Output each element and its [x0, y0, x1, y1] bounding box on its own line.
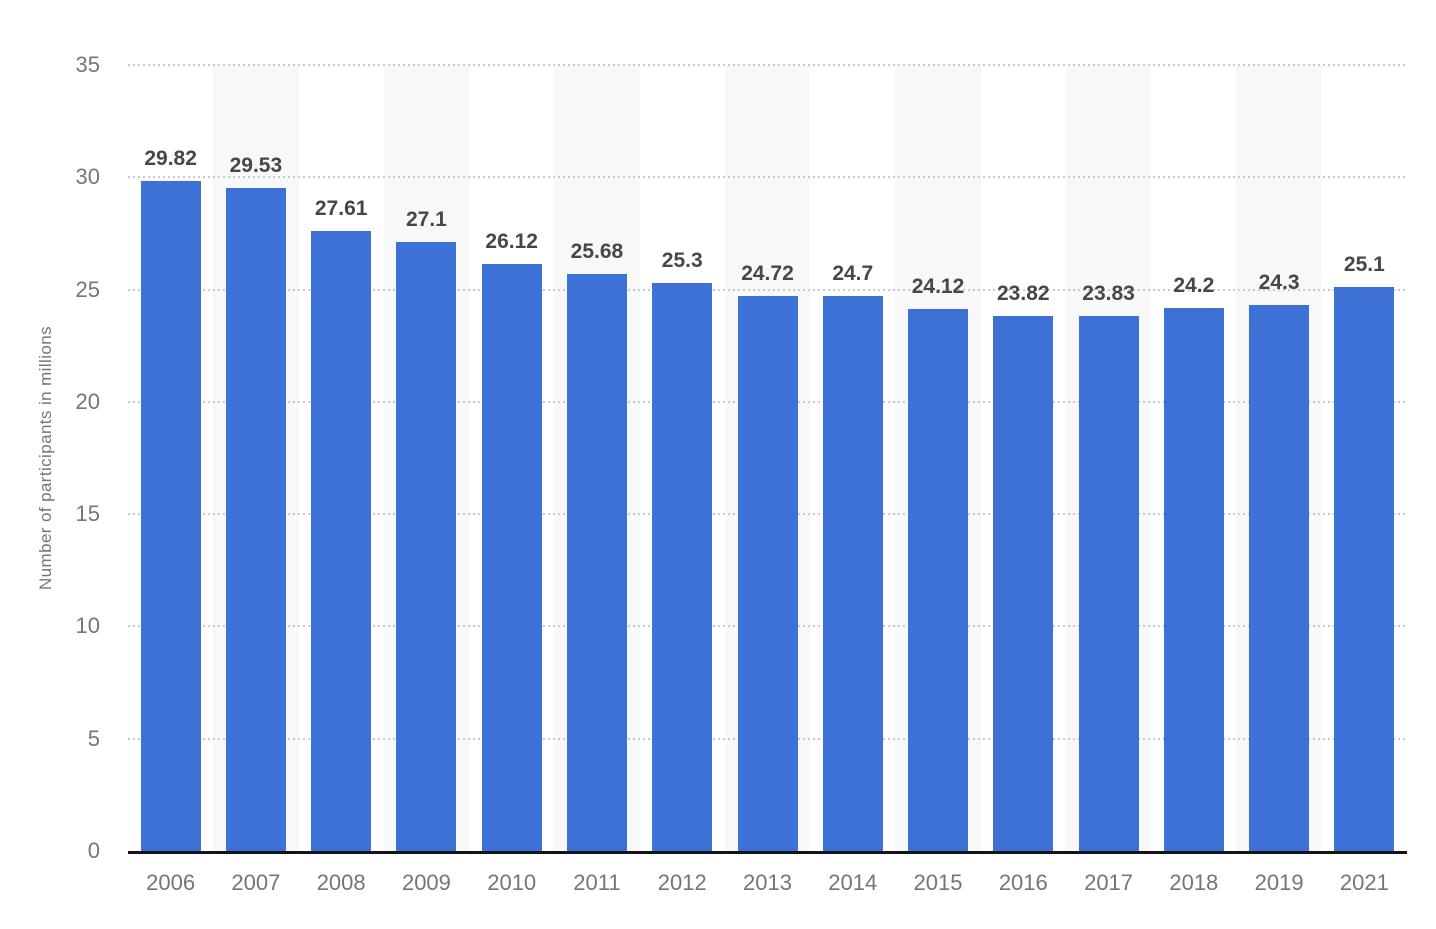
bar-2021 — [1334, 287, 1395, 851]
x-axis-tick-label: 2017 — [1084, 870, 1134, 895]
x-axis-tick-label: 2007 — [231, 870, 281, 895]
bar-value-label: 25.3 — [661, 248, 703, 272]
bar-2017 — [1078, 315, 1139, 851]
bar-value-label: 29.53 — [229, 153, 283, 177]
x-axis-tick-label: 2013 — [743, 870, 792, 895]
x-axis-tick-label: 2010 — [487, 870, 537, 895]
y-axis-tick-label: 25 — [75, 276, 100, 302]
bar-2019 — [1249, 305, 1310, 851]
bar-2018 — [1163, 307, 1224, 851]
x-axis-tick-label: 2016 — [998, 870, 1048, 895]
x-axis-tick-label: 2019 — [1254, 870, 1304, 895]
bar-2015 — [908, 309, 969, 851]
bar-value-label: 25.1 — [1343, 253, 1385, 277]
bar-2008 — [311, 230, 372, 851]
x-axis-tick-label: 2008 — [316, 870, 366, 895]
plot-area: 0 5 10 15 20 25 30 35 29.82 2006 29.53 2007 27.61 200… — [76, 54, 1407, 895]
bar-value-label: 24.72 — [741, 261, 794, 285]
bar-2011 — [566, 274, 627, 851]
y-axis-tick-label: 5 — [87, 725, 100, 751]
bar-2012 — [652, 282, 713, 851]
bar-value-label: 27.61 — [314, 196, 368, 220]
bar-value-label: 24.12 — [911, 275, 965, 299]
bar-2007 — [225, 187, 286, 851]
bar-2006 — [140, 181, 201, 851]
bar-value-label: 25.68 — [570, 240, 624, 264]
y-axis-tick-label: 0 — [87, 838, 100, 863]
x-axis-tick-label: 2021 — [1339, 870, 1389, 895]
y-axis-tick-label: 10 — [75, 613, 100, 639]
bar-value-label: 26.12 — [485, 230, 538, 254]
x-axis-tick-label: 2012 — [657, 870, 707, 895]
bar-value-label: 24.2 — [1173, 273, 1215, 297]
bar-2010 — [481, 264, 542, 851]
x-axis-tick-label: 2011 — [573, 870, 621, 895]
x-axis-tick-label: 2018 — [1169, 870, 1219, 895]
x-axis-tick-label: 2009 — [401, 870, 451, 895]
bar-2016 — [993, 316, 1054, 851]
bar-2009 — [396, 242, 457, 851]
gridline — [128, 288, 1407, 291]
x-axis-tick-label: 2006 — [146, 870, 196, 895]
bar-2013 — [737, 295, 798, 851]
bar-value-label: 23.82 — [997, 282, 1050, 306]
bar-2014 — [822, 296, 883, 851]
bar-value-label: 27.1 — [405, 208, 447, 232]
x-axis-tick-label: 2014 — [828, 870, 878, 895]
bar-value-label: 24.3 — [1258, 271, 1300, 295]
y-axis-tick-label: 20 — [75, 388, 100, 414]
gridline — [128, 64, 1407, 66]
bar-value-label: 23.83 — [1082, 281, 1135, 305]
bar-value-label: 24.7 — [832, 262, 874, 286]
y-axis-tick-label: 35 — [75, 52, 100, 77]
gridline — [128, 176, 1407, 179]
y-axis-tick-label: 15 — [75, 501, 100, 527]
x-axis-tick-label: 2015 — [913, 870, 963, 895]
y-axis-tick-label: 30 — [75, 164, 100, 190]
bar-value-label: 29.82 — [144, 147, 197, 171]
